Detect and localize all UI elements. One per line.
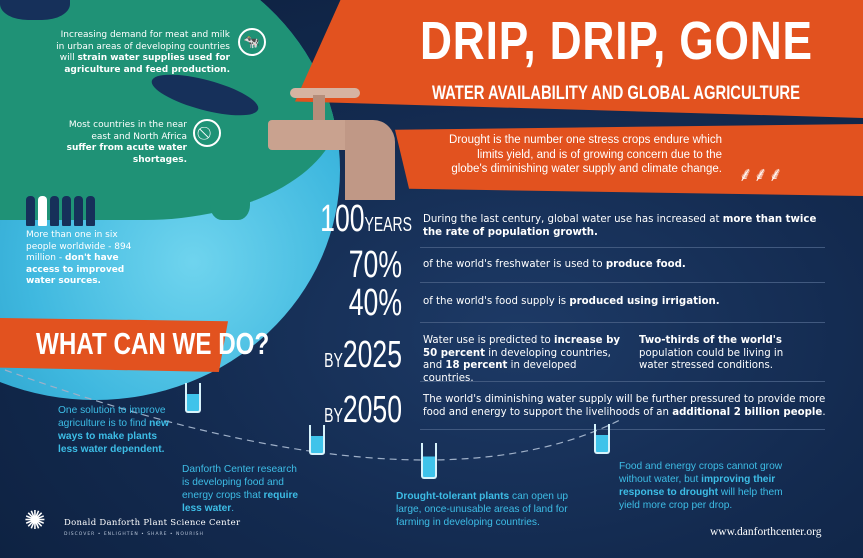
divider — [420, 322, 825, 323]
stat-70-text: of the world's freshwater is used to pro… — [423, 259, 686, 270]
water-glass-icon — [594, 424, 610, 454]
stat-40-text: of the world's food supply is produced u… — [423, 296, 720, 307]
divider — [420, 247, 825, 248]
intro-text: Drought is the number one stress crops e… — [449, 134, 722, 175]
what-can-we-do-banner — [0, 318, 228, 372]
stat-2025: BY2025 — [324, 334, 402, 376]
stat-100-years-text: During the last century, global water us… — [423, 214, 817, 238]
title-banner — [295, 0, 863, 118]
water-glass-icon — [185, 383, 201, 413]
stat-100-years: 100YEARS — [320, 198, 412, 240]
faucet-spout — [345, 120, 395, 200]
divider — [420, 381, 825, 382]
solution-3: Drought-tolerant plants can open up larg… — [396, 491, 569, 528]
people-icon — [26, 196, 95, 226]
note-water-shortage: Most countries in the near east and Nort… — [66, 120, 187, 165]
stat-70: 70% — [348, 244, 402, 286]
water-glass-icon — [421, 443, 437, 479]
solution-4: Food and energy crops cannot grow withou… — [619, 461, 783, 511]
stat-40: 40% — [348, 282, 402, 324]
page-subtitle: WATER AVAILABILITY AND GLOBAL AGRICULTUR… — [432, 83, 801, 104]
page-title: DRIP, DRIP, GONE — [420, 11, 813, 71]
solution-1: One solution to improve agriculture is t… — [58, 405, 169, 455]
dashed-path — [4, 369, 621, 461]
note-meat-milk: Increasing demand for meat and milk in u… — [56, 30, 230, 75]
faucet-handle-icon — [290, 88, 360, 98]
note-water-access: More than one in six people worldwide - … — [26, 230, 132, 286]
solution-2: Danforth Center research is developing f… — [182, 464, 299, 514]
divider — [420, 429, 825, 430]
no-water-icon: ⃠ — [193, 119, 221, 147]
website-link[interactable]: www.danforthcenter.org — [710, 526, 822, 538]
section-heading: WHAT CAN WE DO? — [36, 326, 270, 361]
faucet-neck — [313, 95, 325, 121]
stat-2025-side-text: Two-thirds of the world's population cou… — [639, 335, 784, 371]
stat-2050: BY2050 — [324, 389, 402, 431]
danforth-logo-icon: ✺ — [24, 506, 46, 536]
intro-banner — [395, 124, 863, 196]
crop-sprouts-icon: ⸙⸙⸙ — [738, 162, 783, 186]
stat-2025-text: Water use is predicted to increase by 50… — [423, 335, 621, 384]
org-name: Donald Danforth Plant Science Center — [64, 518, 241, 528]
stat-2050-text: The world's diminishing water supply wil… — [423, 394, 826, 418]
divider — [420, 282, 825, 283]
cow-icon: 🐄 — [238, 28, 266, 56]
water-glass-icon — [309, 425, 325, 455]
org-tagline: DISCOVER • ENLIGHTEN • SHARE • NOURISH — [64, 532, 204, 537]
